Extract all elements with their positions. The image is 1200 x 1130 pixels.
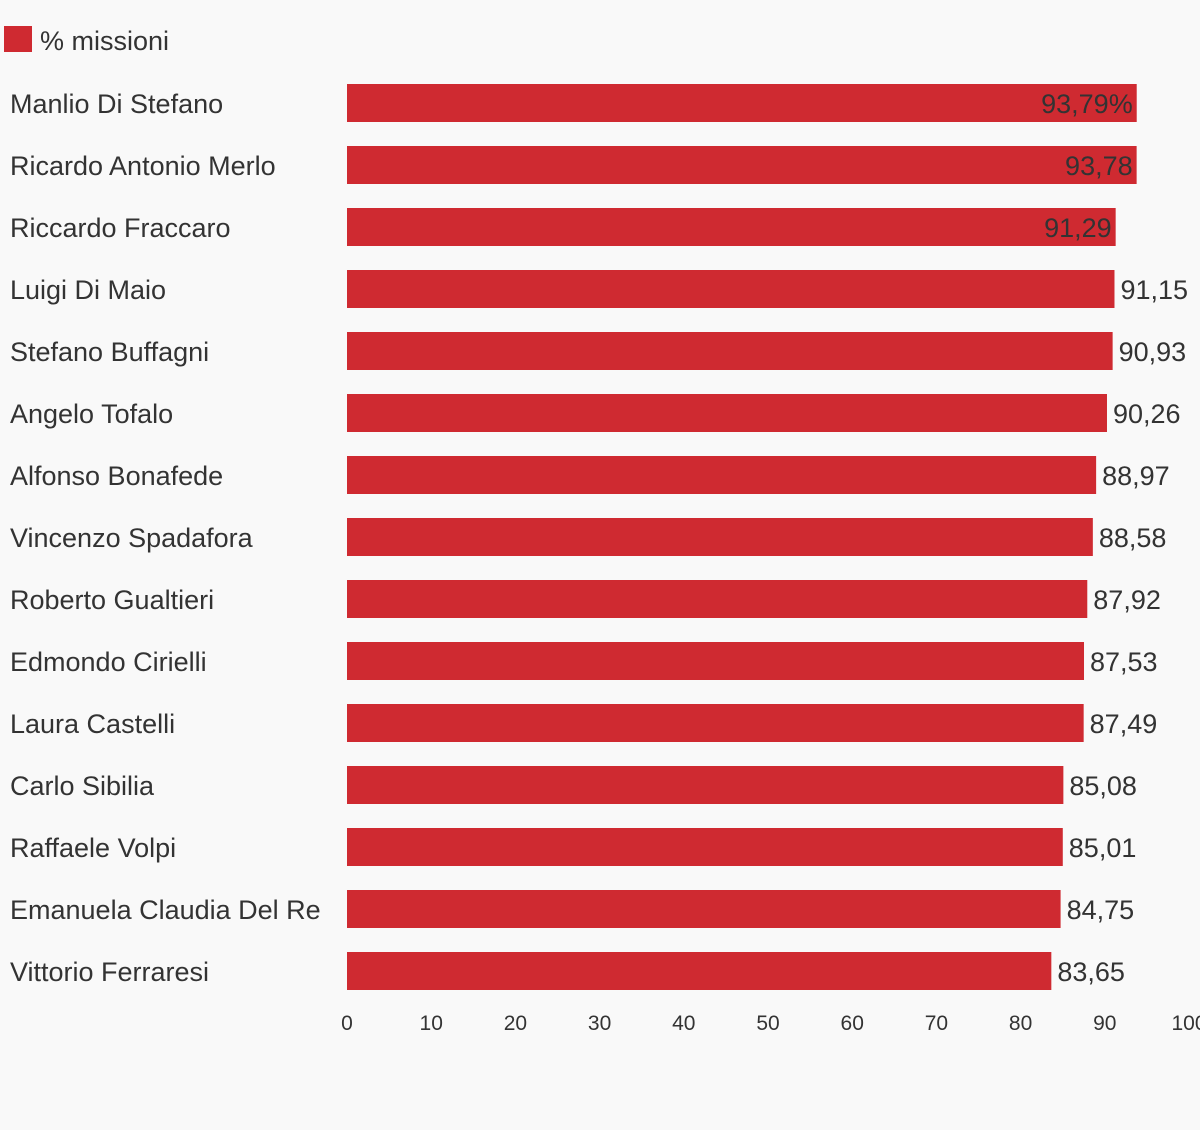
- bar: [347, 332, 1113, 370]
- x-tick-label: 100: [1171, 1012, 1200, 1035]
- bar: [347, 704, 1084, 742]
- x-axis: 0 10 20 30 40 50 60 70 80 90 100: [341, 1012, 1200, 1035]
- x-tick-label: 90: [1093, 1012, 1116, 1035]
- category-label: Stefano Buffagni: [10, 337, 209, 367]
- category-label: Alfonso Bonafede: [10, 461, 223, 491]
- category-label: Laura Castelli: [10, 709, 175, 739]
- category-label: Emanuela Claudia Del Re: [10, 895, 321, 925]
- bar: [347, 84, 1137, 122]
- data-label: 93,79%: [1041, 89, 1133, 119]
- data-label: 91,29: [1044, 213, 1112, 243]
- data-label: 87,53: [1090, 647, 1158, 677]
- data-label: 91,15: [1120, 275, 1188, 305]
- data-label: 90,93: [1119, 337, 1187, 367]
- x-tick-label: 20: [504, 1012, 527, 1035]
- category-label: Vittorio Ferraresi: [10, 957, 209, 987]
- bar: [347, 952, 1052, 990]
- bar: [347, 146, 1137, 184]
- data-label: 93,78: [1065, 151, 1133, 181]
- category-label: Ricardo Antonio Merlo: [10, 151, 276, 181]
- category-label: Manlio Di Stefano: [10, 89, 223, 119]
- category-label: Luigi Di Maio: [10, 275, 166, 305]
- legend-swatch: [4, 26, 32, 52]
- x-tick-label: 60: [841, 1012, 864, 1035]
- x-tick-label: 50: [756, 1012, 779, 1035]
- bar: [347, 890, 1061, 928]
- x-tick-label: 10: [420, 1012, 443, 1035]
- data-label: 88,97: [1102, 461, 1170, 491]
- bar: [347, 580, 1088, 618]
- bar: [347, 270, 1115, 308]
- bar: [347, 394, 1107, 432]
- category-label: Vincenzo Spadafora: [10, 523, 254, 553]
- data-label: 87,49: [1090, 709, 1158, 739]
- bar: [347, 766, 1064, 804]
- bar: [347, 642, 1085, 680]
- x-tick-label: 70: [925, 1012, 948, 1035]
- bar: [347, 456, 1097, 494]
- data-label: 85,08: [1069, 771, 1137, 801]
- category-label: Roberto Gualtieri: [10, 585, 214, 615]
- category-label: Riccardo Fraccaro: [10, 213, 231, 243]
- category-label: Angelo Tofalo: [10, 399, 173, 429]
- legend-label: % missioni: [40, 26, 169, 56]
- bar: [347, 828, 1063, 866]
- x-tick-label: 0: [341, 1012, 353, 1035]
- data-label: 83,65: [1057, 957, 1125, 987]
- data-label: 90,26: [1113, 399, 1181, 429]
- data-label: 84,75: [1067, 895, 1135, 925]
- x-tick-label: 40: [672, 1012, 695, 1035]
- data-label: 87,92: [1093, 585, 1161, 615]
- bars: Manlio Di Stefano 93,79% Ricardo Antonio M…: [10, 84, 1188, 990]
- x-tick-label: 80: [1009, 1012, 1032, 1035]
- category-label: Edmondo Cirielli: [10, 647, 207, 677]
- data-label: 85,01: [1069, 833, 1137, 863]
- legend: % missioni: [4, 26, 169, 56]
- category-label: Raffaele Volpi: [10, 833, 176, 863]
- bar: [347, 518, 1093, 556]
- data-label: 88,58: [1099, 523, 1167, 553]
- category-label: Carlo Sibilia: [10, 771, 155, 801]
- x-tick-label: 30: [588, 1012, 611, 1035]
- bar: [347, 208, 1116, 246]
